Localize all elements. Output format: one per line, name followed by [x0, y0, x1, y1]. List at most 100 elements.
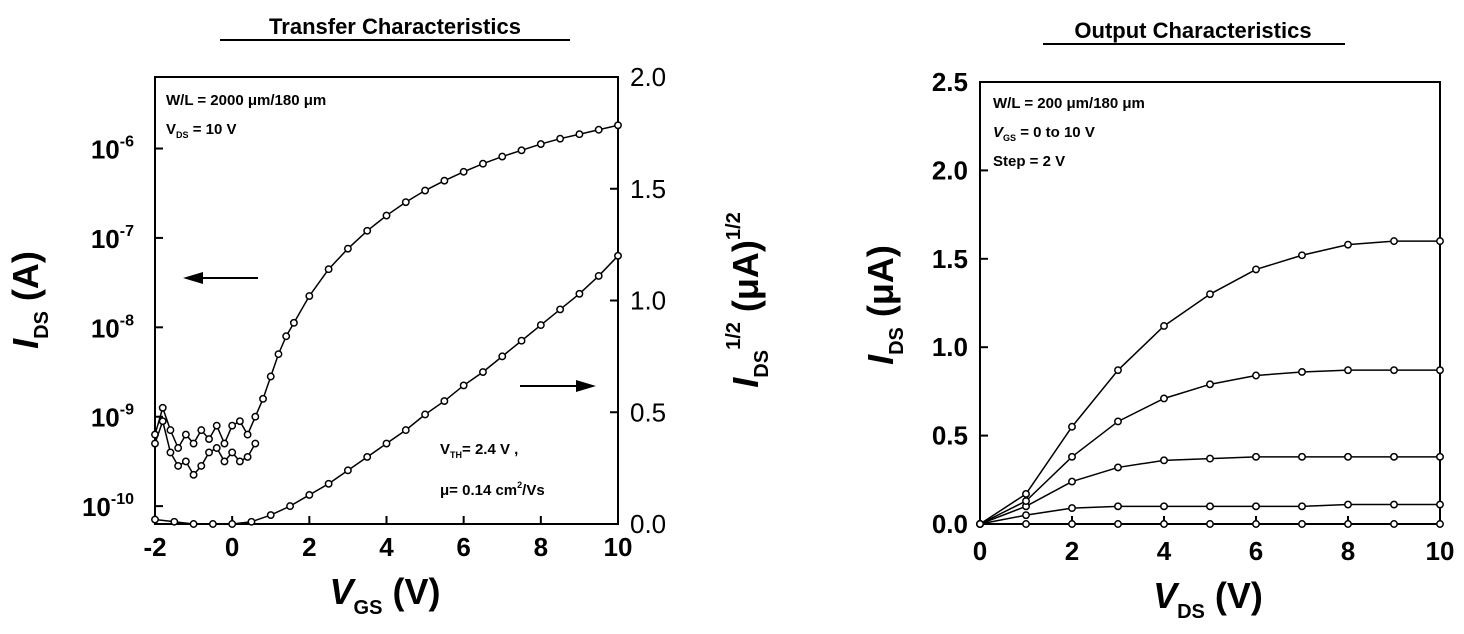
- transfer-ylabel-right-sup: 1/2: [723, 322, 745, 350]
- output-chart: Output Characteristics 0 2 4 6 8 10 0.0 0.5 1.0…: [860, 18, 1454, 623]
- output-data-point: [1436, 520, 1444, 528]
- output-vgs-rest: = 0 to 10 V: [1016, 124, 1095, 141]
- output-y-axis-label: IDS (μA): [860, 245, 908, 365]
- output-x-ticks: 0 2 4 6 8 10: [973, 516, 1454, 566]
- output-data-point: [1436, 500, 1444, 509]
- output-y-ticks: 0.0 0.5 1.0 1.5 2.0 2.5: [932, 67, 988, 539]
- transfer-data-point: [324, 265, 333, 274]
- transfer-chart: Transfer Characteristics -2 0 2 4 6 8 10 10-10…: [5, 14, 773, 619]
- output-data-point: [1160, 456, 1168, 465]
- left-axis-arrow: [183, 272, 258, 284]
- output-data-point: [1160, 322, 1168, 330]
- transfer-series-line: [154, 255, 619, 525]
- output-x-tick-label: 4: [1157, 536, 1172, 566]
- output-y-tick-label: 1.5: [932, 244, 968, 274]
- transfer-x-tick-label: 6: [456, 532, 470, 562]
- transfer-x-tick-label: -2: [143, 532, 166, 562]
- transfer-data-point: [205, 435, 213, 444]
- transfer-vth-annotation: VTH= 2.4 V ,: [440, 441, 518, 460]
- output-step-annotation: Step = 2 V: [993, 153, 1065, 170]
- output-data-point: [1114, 366, 1122, 375]
- transfer-data-point: [382, 439, 391, 448]
- output-vgs-sub: GS: [1003, 133, 1016, 143]
- transfer-data-point: [220, 457, 229, 466]
- transfer-vds-main: V: [166, 121, 176, 138]
- output-data-point: [1252, 371, 1260, 380]
- transfer-data-point: [594, 125, 603, 134]
- transfer-series: [151, 121, 622, 528]
- output-data-point: [1298, 452, 1306, 461]
- output-data-point: [1298, 520, 1306, 528]
- output-data-point: [1390, 452, 1398, 461]
- transfer-data-point: [459, 167, 468, 176]
- output-data-point: [1252, 502, 1260, 511]
- output-data-point: [1252, 265, 1260, 274]
- transfer-data-point: [189, 439, 198, 448]
- transfer-data-point: [174, 461, 183, 470]
- transfer-vds-rest: = 10 V: [189, 121, 237, 138]
- transfer-data-point: [440, 176, 449, 185]
- transfer-data-point: [401, 198, 410, 207]
- transfer-data-point: [174, 444, 183, 452]
- output-data-point: [1298, 251, 1306, 260]
- transfer-mu-main: μ= 0.14 cm: [440, 482, 517, 499]
- output-data-point: [1114, 417, 1122, 426]
- transfer-data-point: [197, 461, 206, 470]
- output-x-axis-label: VDS (V): [1153, 575, 1263, 623]
- output-data-point: [1344, 500, 1352, 509]
- transfer-data-point: [382, 211, 391, 220]
- output-data-point: [1206, 502, 1214, 511]
- transfer-data-point: [401, 426, 410, 435]
- transfer-xlabel-unit: (V): [382, 571, 440, 612]
- output-data-point: [976, 520, 984, 528]
- transfer-data-point: [614, 121, 622, 130]
- transfer-data-point: [575, 289, 584, 298]
- transfer-data-point: [220, 439, 229, 448]
- transfer-vds-sub: DS: [176, 130, 189, 140]
- transfer-data-point: [614, 251, 622, 260]
- transfer-series-line: [154, 124, 619, 450]
- output-data-point: [1114, 463, 1122, 472]
- transfer-data-point: [151, 439, 159, 448]
- output-data-point: [1390, 500, 1398, 509]
- transfer-data-point: [243, 430, 252, 439]
- transfer-data-point: [289, 318, 298, 327]
- transfer-data-point: [343, 244, 352, 253]
- transfer-y-left-axis-label: IDS (A): [5, 251, 53, 349]
- output-data-point: [1068, 504, 1076, 513]
- transfer-data-point: [166, 448, 175, 457]
- transfer-data-point: [151, 515, 159, 524]
- transfer-x-tick-label: 2: [302, 532, 316, 562]
- output-x-tick-label: 6: [1249, 536, 1263, 566]
- transfer-data-point: [479, 159, 487, 168]
- transfer-data-point: [594, 271, 603, 280]
- transfer-data-point: [517, 146, 526, 155]
- output-xlabel-unit: (V): [1205, 575, 1263, 616]
- output-data-point: [1344, 452, 1352, 461]
- transfer-data-point: [440, 397, 449, 406]
- transfer-ylabel-right-unit-sup: 1/2: [723, 212, 745, 240]
- transfer-data-point: [556, 305, 565, 314]
- transfer-ylabel-left-main: I: [5, 338, 46, 349]
- transfer-data-point: [158, 403, 167, 412]
- output-wl-annotation: W/L = 200 μm/180 μm: [993, 95, 1145, 112]
- transfer-data-point: [170, 517, 179, 526]
- transfer-y-right-tick-label: 0.0: [630, 509, 666, 539]
- transfer-data-point: [498, 352, 507, 361]
- output-data-point: [1206, 520, 1214, 528]
- transfer-data-point: [251, 439, 260, 448]
- transfer-data-point: [251, 412, 260, 421]
- transfer-data-point: [305, 292, 314, 300]
- output-xlabel-main: V: [1153, 575, 1180, 616]
- output-data-point: [1206, 380, 1214, 389]
- output-data-point: [1252, 452, 1260, 461]
- output-series: [976, 237, 1444, 528]
- transfer-data-point: [181, 430, 190, 439]
- output-data-point: [1160, 394, 1168, 403]
- output-data-point: [1344, 240, 1352, 249]
- transfer-data-point: [235, 457, 244, 466]
- output-x-tick-label: 0: [973, 536, 987, 566]
- transfer-y-right-tick-label: 0.5: [630, 397, 666, 427]
- output-data-point: [1068, 452, 1076, 461]
